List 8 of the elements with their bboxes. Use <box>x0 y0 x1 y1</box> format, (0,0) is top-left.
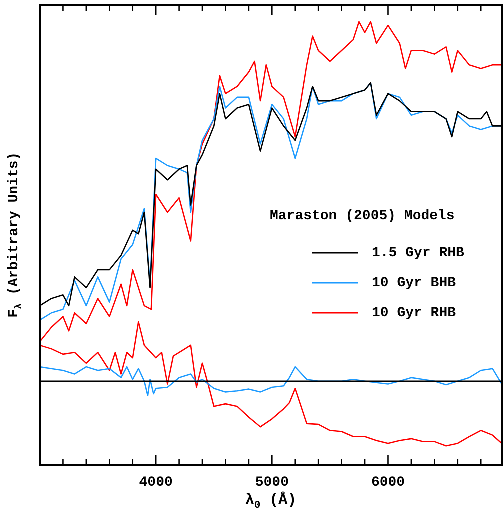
x-tick-label: 4000 <box>139 475 173 492</box>
x-tick-label: 5000 <box>255 475 289 492</box>
legend-label: 1.5 Gyr RHB <box>372 246 466 262</box>
x-tick-label: 6000 <box>371 475 406 492</box>
legend-label: 10 Gyr BHB <box>372 276 457 292</box>
legend-title: Maraston (2005) Models <box>270 208 455 225</box>
legend-label: 10 Gyr RHB <box>372 306 457 322</box>
y-axis-title: Fλ (Arbitrary Units) <box>6 152 24 318</box>
